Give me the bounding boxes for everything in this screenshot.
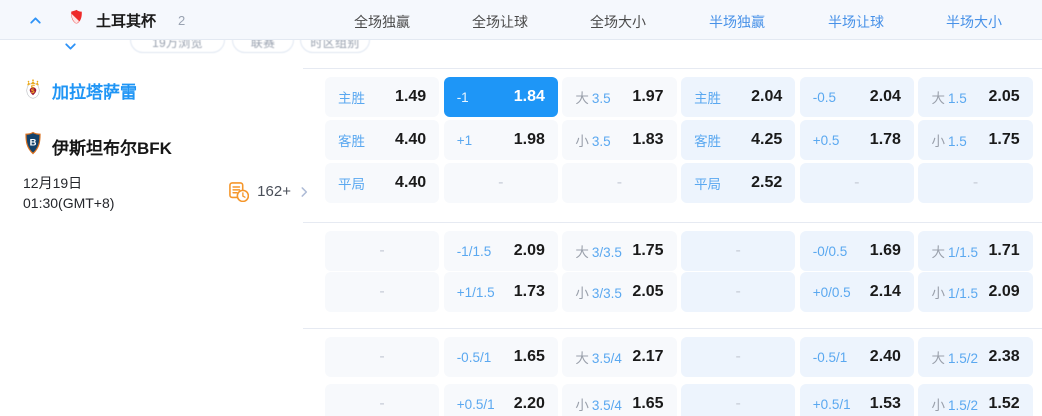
svg-text:B: B [30,138,37,149]
